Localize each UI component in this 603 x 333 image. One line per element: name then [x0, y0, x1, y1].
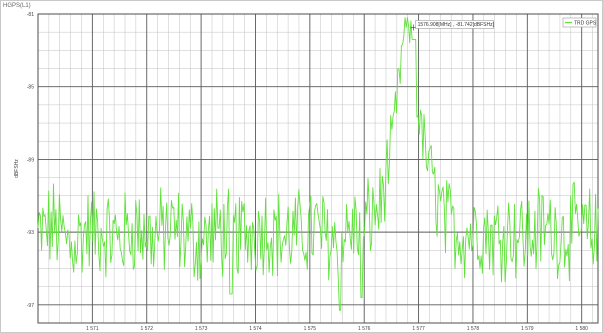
peak-annotation: 1576.908[MHz] , -81.742[dBFSHz]: [410, 20, 495, 31]
x-tick-label: 1 574: [249, 326, 262, 332]
series-line-trd-gps: [37, 17, 599, 311]
panel-title: HGPS(L1): [3, 3, 31, 9]
x-tick-label: 1 578: [467, 326, 480, 332]
x-axis-ticks: 1 571 1 572 1 573 1 574 1 575 1 576 1 577 1 578…: [86, 326, 588, 332]
y-tick-label: -97: [27, 303, 34, 309]
minor-grid: [37, 13, 598, 324]
annotation-box: [415, 20, 494, 29]
x-tick-label: 1 580: [575, 326, 588, 332]
x-tick-label: 1 572: [140, 326, 153, 332]
x-tick-label: 1 577: [412, 326, 425, 332]
major-grid: [38, 13, 598, 323]
x-tick-label: 1 571: [86, 326, 99, 332]
plot-area-border: [37, 13, 599, 324]
y-tick-label: -89: [27, 157, 34, 163]
x-tick-label: 1 579: [521, 326, 534, 332]
x-tick-label: 1 573: [195, 326, 208, 332]
y-tick-label: -85: [27, 85, 34, 91]
x-tick-label: 1 575: [304, 326, 317, 332]
y-tick-label: -81: [27, 12, 34, 18]
y-axis-label: dBFSHz: [14, 159, 20, 178]
legend-label: TRD GPS: [574, 20, 597, 26]
legend-box: [562, 17, 597, 28]
x-tick-label: 1 576: [358, 326, 371, 332]
y-tick-label: -93: [27, 230, 34, 236]
legend[interactable]: TRD GPS: [562, 17, 597, 28]
y-axis-ticks: -81 -85 -89 -93 -97: [27, 12, 34, 309]
annotation-text: 1576.908[MHz] , -81.742[dBFSHz]: [418, 22, 495, 28]
trace-layer: [37, 17, 599, 311]
